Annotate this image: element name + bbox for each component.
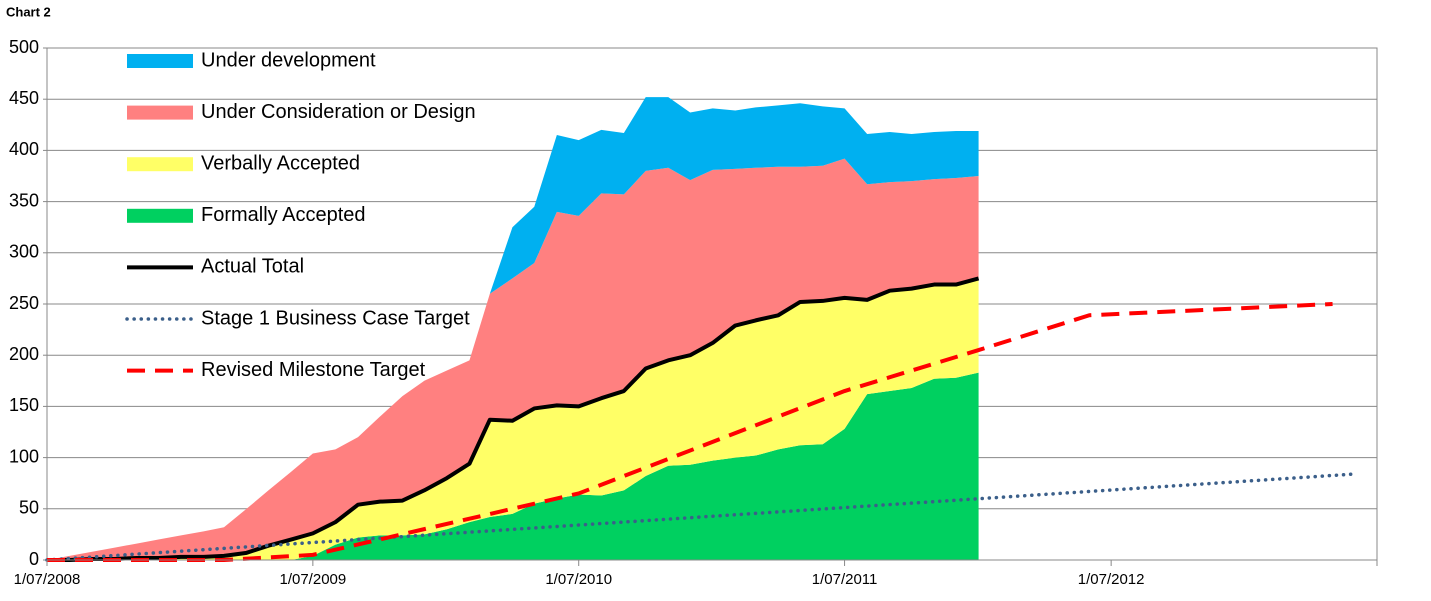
y-tick-label: 50 [19, 498, 39, 518]
y-tick-label: 150 [9, 395, 39, 415]
area [47, 278, 979, 560]
legend-swatch [127, 208, 193, 223]
y-tick-label: 300 [9, 242, 39, 262]
legend-swatch [127, 157, 193, 172]
line [47, 302, 1333, 562]
legend-label: Stage 1 Business Case Target [201, 307, 470, 329]
legend-swatch [127, 54, 193, 68]
legend-label: Actual Total [201, 256, 304, 278]
y-tick-label: 350 [9, 190, 39, 210]
y-tick-label: 0 [29, 549, 39, 569]
legend-label: Verbally Accepted [201, 152, 360, 174]
y-tick-label: 400 [9, 139, 39, 159]
x-tick-label: 1/07/2010 [545, 571, 612, 588]
legend: Under development Under Consideration or … [125, 49, 476, 381]
y-tick-label: 450 [9, 88, 39, 108]
x-tick-label: 1/07/2009 [279, 571, 346, 588]
line [45, 472, 1357, 562]
legend-label: Under development [201, 49, 376, 71]
chart-title: Chart 2 [6, 4, 51, 19]
legend-label: Under Consideration or Design [201, 101, 476, 123]
y-tick-label: 250 [9, 293, 39, 313]
area [47, 158, 979, 561]
y-tick-label: 500 [9, 37, 39, 57]
y-tick-label: 100 [9, 446, 39, 466]
legend-label: Formally Accepted [201, 204, 366, 226]
x-tick-label: 1/07/2012 [1078, 571, 1145, 588]
x-tick-label: 1/07/2011 [812, 571, 878, 588]
area [47, 97, 979, 560]
legend-swatch [127, 105, 193, 120]
legend-label: Revised Milestone Target [201, 359, 426, 381]
y-tick-label: 200 [9, 344, 39, 364]
area [47, 372, 979, 560]
x-tick-label: 1/07/2008 [14, 571, 81, 588]
line [47, 276, 980, 562]
